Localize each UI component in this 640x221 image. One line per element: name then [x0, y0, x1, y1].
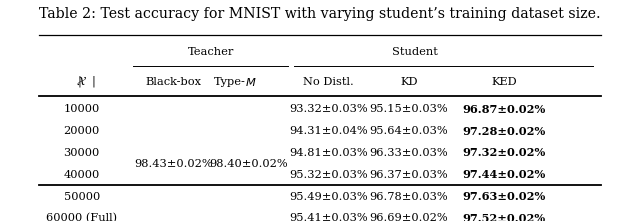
Text: 95.41±0.03%: 95.41±0.03% — [289, 213, 368, 221]
Text: Table 2: Test accuracy for MNIST with varying student’s training dataset size.: Table 2: Test accuracy for MNIST with va… — [39, 7, 601, 21]
Text: 50000: 50000 — [63, 192, 100, 202]
Text: Black-box: Black-box — [145, 77, 202, 87]
Text: 98.40±0.02%: 98.40±0.02% — [209, 159, 287, 169]
Text: |: | — [92, 76, 96, 88]
Text: 97.63±0.02%: 97.63±0.02% — [462, 191, 545, 202]
Text: 95.49±0.03%: 95.49±0.03% — [289, 192, 368, 202]
Text: 96.33±0.03%: 96.33±0.03% — [370, 148, 449, 158]
Text: |: | — [77, 76, 82, 88]
Text: 95.15±0.03%: 95.15±0.03% — [370, 104, 449, 114]
Text: 94.31±0.04%: 94.31±0.04% — [289, 126, 368, 136]
Text: 96.37±0.03%: 96.37±0.03% — [370, 170, 449, 180]
Text: 96.78±0.03%: 96.78±0.03% — [370, 192, 449, 202]
Text: 97.44±0.02%: 97.44±0.02% — [462, 169, 545, 180]
Text: No Distl.: No Distl. — [303, 77, 354, 87]
Text: 10000: 10000 — [63, 104, 100, 114]
Text: $\mathcal{X}$: $\mathcal{X}$ — [76, 75, 87, 88]
Text: KD: KD — [400, 77, 418, 87]
Text: Teacher: Teacher — [188, 47, 234, 57]
Text: 97.52±0.02%: 97.52±0.02% — [462, 213, 545, 221]
Text: 98.43±0.02%: 98.43±0.02% — [134, 159, 213, 169]
Text: 93.32±0.03%: 93.32±0.03% — [289, 104, 368, 114]
Text: 95.64±0.03%: 95.64±0.03% — [370, 126, 449, 136]
Text: 96.87±0.02%: 96.87±0.02% — [462, 104, 545, 115]
Text: 40000: 40000 — [63, 170, 100, 180]
Text: 20000: 20000 — [63, 126, 100, 136]
Text: 97.28±0.02%: 97.28±0.02% — [462, 126, 545, 137]
Text: 96.69±0.02%: 96.69±0.02% — [370, 213, 449, 221]
Text: KED: KED — [491, 77, 516, 87]
Text: Type-: Type- — [214, 77, 245, 87]
Text: Student: Student — [392, 47, 438, 57]
Text: 97.32±0.02%: 97.32±0.02% — [462, 147, 545, 158]
Text: 60000 (Full): 60000 (Full) — [46, 213, 117, 221]
Text: 30000: 30000 — [63, 148, 100, 158]
Text: 94.81±0.03%: 94.81±0.03% — [289, 148, 368, 158]
Text: $M$: $M$ — [245, 76, 257, 88]
Text: 95.32±0.03%: 95.32±0.03% — [289, 170, 368, 180]
